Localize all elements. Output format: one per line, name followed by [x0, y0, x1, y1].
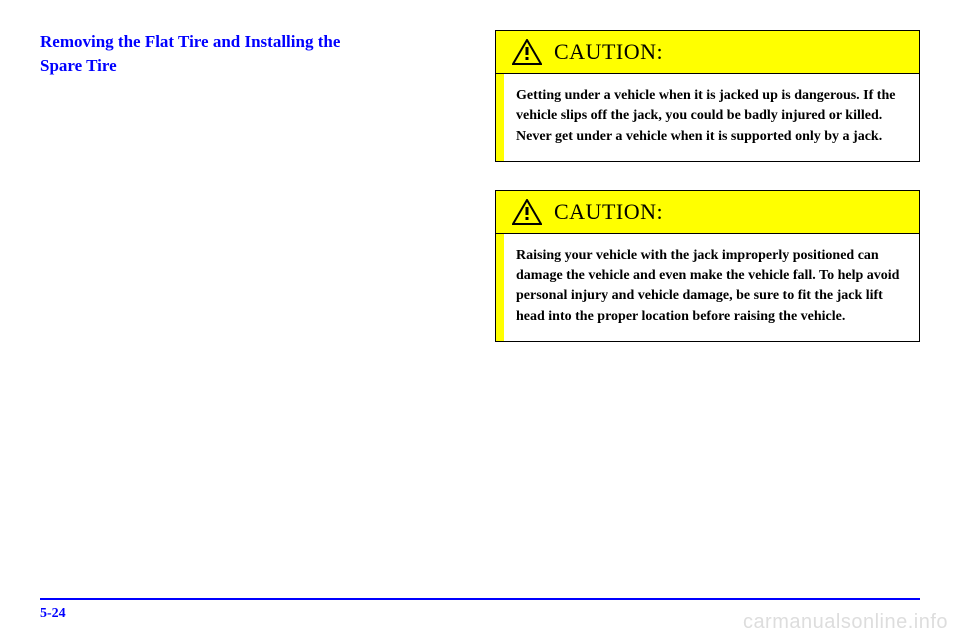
right-column: CAUTION: Getting under a vehicle when it… [495, 30, 920, 342]
caution-label: CAUTION: [554, 199, 663, 225]
section-title-line1: Removing the Flat Tire and Installing th… [40, 32, 340, 51]
section-title: Removing the Flat Tire and Installing th… [40, 30, 465, 78]
caution-body: Raising your vehicle with the jack impro… [496, 233, 919, 341]
caution-text: Raising your vehicle with the jack impro… [512, 246, 903, 327]
caution-text: Getting under a vehicle when it is jacke… [512, 86, 903, 147]
warning-triangle-icon [512, 39, 542, 65]
caution-header: CAUTION: [496, 191, 919, 233]
page-content: Removing the Flat Tire and Installing th… [0, 0, 960, 342]
footer-divider [40, 598, 920, 600]
section-title-line2: Spare Tire [40, 56, 117, 75]
caution-label: CAUTION: [554, 39, 663, 65]
caution-body: Getting under a vehicle when it is jacke… [496, 73, 919, 161]
left-column: Removing the Flat Tire and Installing th… [40, 30, 465, 342]
caution-box-1: CAUTION: Getting under a vehicle when it… [495, 30, 920, 162]
caution-box-2: CAUTION: Raising your vehicle with the j… [495, 190, 920, 342]
page-number: 5-24 [40, 606, 66, 621]
warning-triangle-icon [512, 199, 542, 225]
watermark-text: carmanualsonline.info [743, 611, 948, 634]
caution-header: CAUTION: [496, 31, 919, 73]
